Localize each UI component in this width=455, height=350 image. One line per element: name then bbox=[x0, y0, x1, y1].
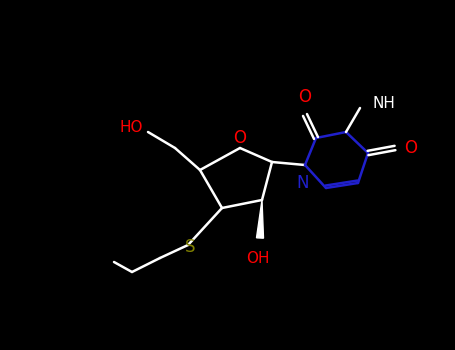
Text: NH: NH bbox=[372, 97, 395, 112]
Text: O: O bbox=[233, 129, 247, 147]
Text: HO: HO bbox=[120, 120, 143, 135]
Text: O: O bbox=[404, 139, 417, 157]
Polygon shape bbox=[257, 200, 263, 238]
Text: S: S bbox=[185, 238, 195, 256]
Text: O: O bbox=[298, 88, 312, 106]
Text: OH: OH bbox=[246, 251, 270, 266]
Text: N: N bbox=[297, 174, 309, 192]
